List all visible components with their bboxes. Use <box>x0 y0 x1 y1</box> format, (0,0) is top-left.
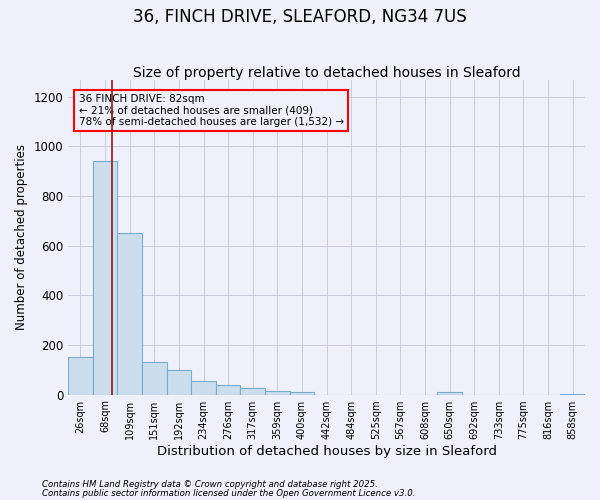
Bar <box>118 234 142 394</box>
Bar <box>191 381 216 394</box>
Bar <box>437 392 462 394</box>
Bar <box>142 362 167 394</box>
Text: Contains public sector information licensed under the Open Government Licence v3: Contains public sector information licen… <box>42 488 415 498</box>
Bar <box>265 391 290 394</box>
Bar <box>167 370 191 394</box>
Y-axis label: Number of detached properties: Number of detached properties <box>15 144 28 330</box>
Bar <box>93 162 118 394</box>
Title: Size of property relative to detached houses in Sleaford: Size of property relative to detached ho… <box>133 66 520 80</box>
Bar <box>241 388 265 394</box>
Text: 36, FINCH DRIVE, SLEAFORD, NG34 7US: 36, FINCH DRIVE, SLEAFORD, NG34 7US <box>133 8 467 26</box>
Bar <box>68 358 93 395</box>
Text: 36 FINCH DRIVE: 82sqm
← 21% of detached houses are smaller (409)
78% of semi-det: 36 FINCH DRIVE: 82sqm ← 21% of detached … <box>79 94 344 127</box>
Text: Contains HM Land Registry data © Crown copyright and database right 2025.: Contains HM Land Registry data © Crown c… <box>42 480 378 489</box>
X-axis label: Distribution of detached houses by size in Sleaford: Distribution of detached houses by size … <box>157 444 497 458</box>
Bar <box>216 384 241 394</box>
Bar <box>290 392 314 394</box>
